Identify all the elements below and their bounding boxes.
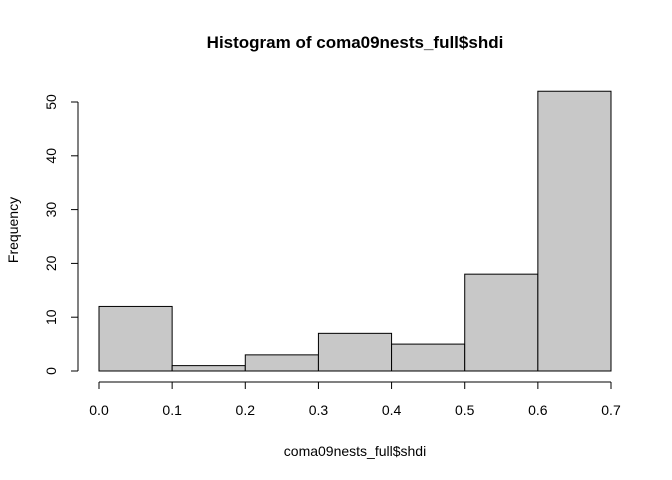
bar-5 <box>464 273 539 372</box>
bar-0 <box>98 305 173 372</box>
x-tick-label-3: 0.3 <box>309 402 329 418</box>
y-tick-label-2: 20 <box>43 255 59 271</box>
bars-group <box>98 90 612 372</box>
y-tick-label-0: 0 <box>43 367 59 375</box>
bar-2 <box>244 354 319 372</box>
x-axis-label: coma09nests_full$shdi <box>284 443 426 459</box>
y-axis-label: Frequency <box>5 197 21 263</box>
chart-title: Histogram of coma09nests_full$shdi <box>207 33 504 52</box>
bar-4 <box>391 343 466 372</box>
x-tick-label-5: 0.5 <box>455 402 475 418</box>
x-tick-label-7: 0.7 <box>601 402 621 418</box>
bar-1 <box>171 365 246 372</box>
x-axis: 0.0 0.1 0.2 0.3 0.4 0.5 0.6 0.7 <box>89 381 621 418</box>
bar-3 <box>317 332 393 372</box>
x-tick-label-4: 0.4 <box>382 402 402 418</box>
y-tick-label-4: 40 <box>43 148 59 164</box>
y-axis: 0 10 20 30 40 50 <box>43 94 79 375</box>
x-tick-label-6: 0.6 <box>528 402 548 418</box>
y-tick-label-3: 30 <box>43 202 59 218</box>
bar-6 <box>537 90 612 372</box>
x-tick-label-0: 0.0 <box>89 402 109 418</box>
x-tick-label-2: 0.2 <box>236 402 256 418</box>
x-tick-label-1: 0.1 <box>162 402 182 418</box>
y-tick-label-1: 10 <box>43 309 59 325</box>
y-tick-label-5: 50 <box>43 94 59 110</box>
